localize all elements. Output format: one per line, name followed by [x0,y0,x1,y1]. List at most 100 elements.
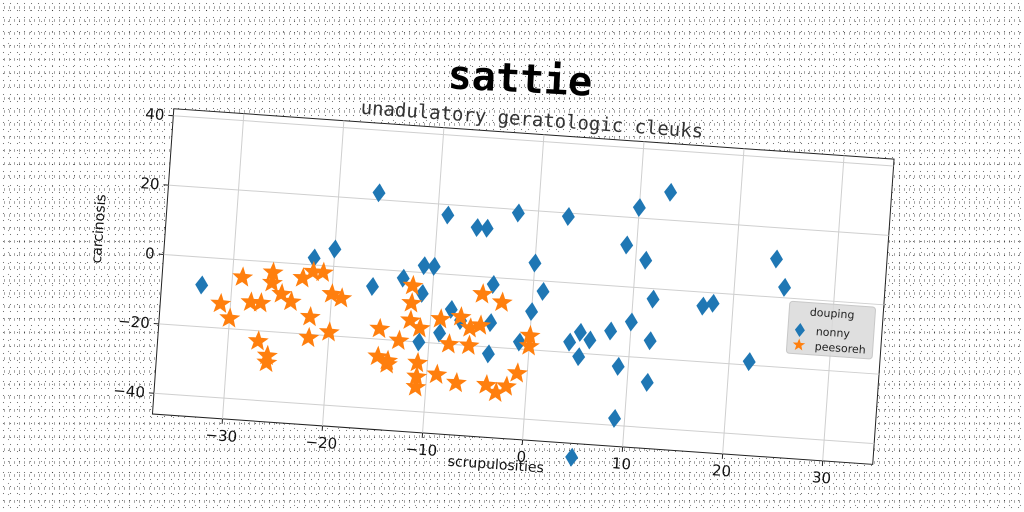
point-peesoreh [446,371,467,393]
point-nonny [611,356,625,376]
plot-frame [151,108,895,465]
x-tick-label: 20 [711,461,731,480]
x-tick-label: −10 [405,440,438,460]
point-peesoreh [240,291,262,312]
point-peesoreh [506,362,528,383]
point-peesoreh [318,321,340,342]
point-nonny [307,248,321,268]
data-points [195,182,792,467]
legend-box [785,300,876,360]
point-peesoreh [331,287,353,308]
point-nonny [365,277,379,296]
point-peesoreh [247,330,269,351]
point-peesoreh [459,317,481,338]
point-peesoreh [280,290,302,312]
point-nonny [706,293,720,313]
point-peesoreh [430,308,452,329]
legend-label-nonny: nonny [815,325,850,340]
legend: douping nonny peesoreh [785,300,876,360]
legend-marker-nonny [794,322,805,337]
point-peesoreh [407,351,429,373]
point-peesoreh [458,334,480,355]
grid-line-x [422,127,445,433]
y-tick-label: 20 [140,174,160,193]
point-nonny [481,344,495,364]
point-peesoreh [367,345,389,366]
point-peesoreh [405,376,427,397]
point-nonny [624,312,638,332]
point-nonny [770,249,783,269]
point-peesoreh [299,305,321,327]
grid-line-x [622,141,645,447]
point-nonny [512,332,526,352]
point-peesoreh [401,292,423,313]
point-nonny [444,299,458,319]
y-tick-label: −20 [118,312,151,332]
point-peesoreh [518,335,540,356]
point-nonny [696,296,710,316]
point-nonny [646,289,660,309]
point-nonny [639,250,653,270]
point-nonny [778,277,792,297]
point-nonny [427,256,441,276]
point-nonny [470,218,484,238]
point-peesoreh [470,314,492,335]
point-nonny [525,302,539,322]
point-nonny [561,207,575,226]
point-peesoreh [271,283,293,304]
point-nonny [583,330,597,350]
point-nonny [608,408,622,428]
point-peesoreh [250,292,272,313]
point-nonny [632,198,646,218]
point-peesoreh [292,267,314,288]
point-nonny [486,274,500,294]
point-peesoreh [485,381,507,403]
point-nonny [620,235,634,255]
point-nonny [433,323,447,343]
point-nonny [396,268,410,288]
point-peesoreh [400,309,422,330]
axis-ticks: −30 −20 −10 0 10 20 30 −40 −20 0 20 40 [113,105,832,488]
x-tick-label: −30 [205,426,238,446]
point-nonny [328,239,342,259]
point-peesoreh [409,317,431,338]
x-tick-label: −20 [305,433,338,453]
grid-line-y [168,184,889,236]
point-peesoreh [219,307,241,328]
point-nonny [441,205,455,225]
point-nonny [572,347,586,367]
point-nonny [484,313,498,333]
point-nonny [195,275,209,295]
point-peesoreh [313,261,334,282]
point-peesoreh [519,324,541,346]
y-axis-label: carcinosis [89,194,110,264]
point-peesoreh [476,374,497,395]
point-peesoreh [426,363,448,384]
y-tick-label: −40 [113,381,146,401]
point-nonny [480,218,494,238]
point-peesoreh [491,291,513,312]
grid-line-y [153,392,875,445]
x-tick-label: 30 [811,468,831,487]
x-tick-label: 10 [611,454,631,473]
point-nonny [412,332,426,352]
grid-line-x [522,134,545,440]
point-nonny [565,447,579,467]
point-peesoreh [377,349,399,371]
point-nonny [604,321,618,341]
grid-line-x [221,113,245,419]
point-peesoreh [262,261,284,282]
point-peesoreh [321,283,343,304]
point-nonny [742,352,756,372]
point-nonny [573,322,587,342]
page-title: sattie [447,52,594,105]
legend-title: douping [809,306,854,322]
point-nonny [415,283,429,303]
point-peesoreh [496,375,517,396]
point-peesoreh [406,365,428,387]
y-tick-label: 0 [144,244,155,263]
point-peesoreh [256,351,278,373]
x-tick-label: 0 [516,448,527,467]
grid-line-x [322,120,345,426]
